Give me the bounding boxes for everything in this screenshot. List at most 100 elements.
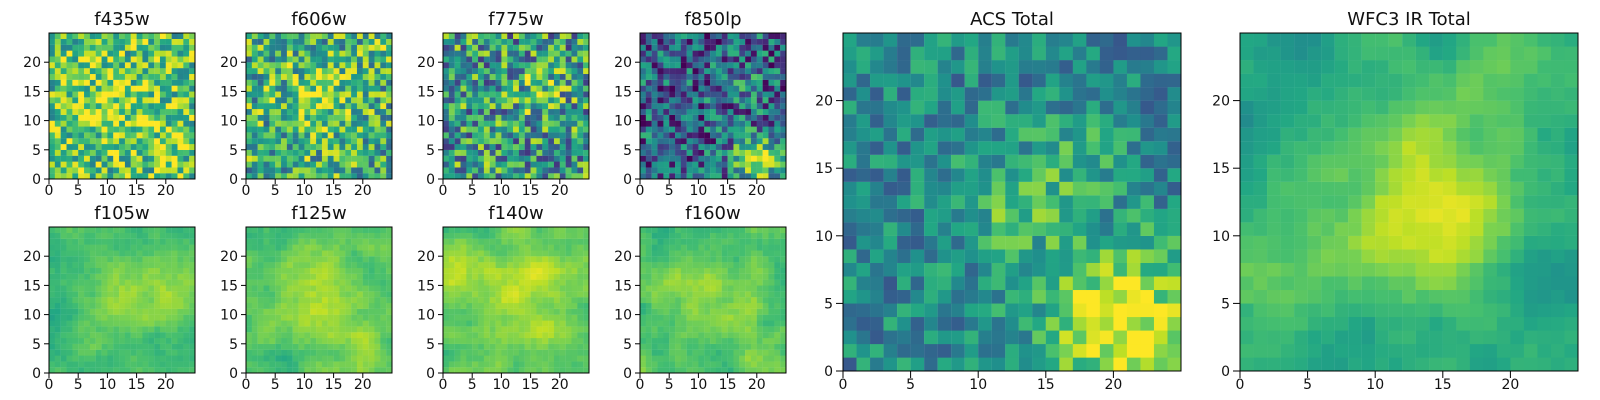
- heatmap-cell: [351, 291, 358, 298]
- heatmap-cell: [542, 120, 549, 127]
- heatmap-cell: [704, 97, 711, 104]
- heatmap-cell: [189, 114, 196, 121]
- heatmap-cell: [553, 314, 560, 321]
- heatmap-cell: [339, 97, 346, 104]
- heatmap-cell: [478, 97, 485, 104]
- heatmap-cell: [548, 267, 555, 274]
- heatmap-cell: [183, 232, 190, 239]
- heatmap-cell: [756, 314, 763, 321]
- heatmap-cell: [507, 320, 514, 327]
- heatmap-cell: [49, 73, 55, 80]
- heatmap-cell: [95, 267, 102, 274]
- heatmap-cell: [657, 114, 664, 121]
- heatmap-cell: [95, 238, 102, 245]
- heatmap-cell: [386, 355, 393, 362]
- heatmap-cell: [513, 332, 520, 339]
- heatmap-cell: [698, 33, 705, 39]
- heatmap-cell: [304, 103, 311, 110]
- heatmap-cell: [142, 155, 149, 162]
- heatmap-cell: [316, 355, 323, 362]
- heatmap-cell: [640, 143, 646, 150]
- heatmap-cell: [54, 297, 61, 304]
- heatmap-cell: [269, 361, 276, 368]
- heatmap-cell: [443, 108, 449, 115]
- heatmap-cell: [657, 138, 664, 145]
- heatmap-cell: [159, 273, 166, 280]
- heatmap-cell: [472, 143, 479, 150]
- heatmap-cell: [507, 161, 514, 168]
- heatmap-cell: [380, 91, 387, 98]
- heatmap-cell: [339, 320, 346, 327]
- heatmap-cell: [472, 320, 479, 327]
- heatmap-cell: [721, 161, 728, 168]
- heatmap-cell: [657, 126, 664, 133]
- heatmap-cell: [663, 279, 670, 286]
- heatmap-cell: [101, 50, 108, 57]
- heatmap-cell: [321, 91, 328, 98]
- heatmap-cell: [60, 79, 67, 86]
- heatmap-cell: [774, 273, 781, 280]
- heatmap-cell: [478, 132, 485, 139]
- heatmap-cell: [333, 44, 340, 51]
- heatmap-cell: [189, 79, 196, 86]
- heatmap-cell: [651, 56, 658, 63]
- heatmap-cell: [78, 155, 85, 162]
- heatmap-cell: [119, 337, 126, 344]
- heatmap-cell: [251, 349, 258, 356]
- heatmap-cell: [113, 97, 120, 104]
- heatmap-cell: [733, 155, 740, 162]
- heatmap-cell: [739, 143, 746, 150]
- heatmap-cell: [124, 244, 131, 251]
- heatmap-cell: [739, 38, 746, 45]
- heatmap-cell: [275, 143, 282, 150]
- heatmap-cell: [524, 138, 531, 145]
- heatmap-cell: [518, 62, 525, 69]
- heatmap-cell: [577, 232, 584, 239]
- heatmap-cell: [739, 161, 746, 168]
- heatmap-cell: [553, 302, 560, 309]
- heatmap-cell: [292, 320, 299, 327]
- heatmap-cell: [351, 126, 358, 133]
- heatmap-cell: [530, 267, 537, 274]
- heatmap-cell: [756, 108, 763, 115]
- heatmap-cell: [583, 161, 590, 168]
- heatmap-cell: [680, 33, 687, 39]
- heatmap-cell: [327, 73, 334, 80]
- heatmap-cell: [356, 56, 363, 63]
- heatmap-cell: [518, 50, 525, 57]
- heatmap-cell: [756, 326, 763, 333]
- heatmap-cell: [107, 97, 114, 104]
- heatmap-cell: [518, 267, 525, 274]
- heatmap-cell: [669, 326, 676, 333]
- heatmap-cell: [107, 68, 114, 75]
- heatmap-cell: [339, 173, 346, 180]
- heatmap-cell: [177, 308, 184, 315]
- heatmap-cell: [321, 138, 328, 145]
- heatmap-cell: [310, 120, 317, 127]
- heatmap-cell: [501, 108, 508, 115]
- heatmap-cell: [165, 297, 172, 304]
- heatmap-cell: [281, 267, 288, 274]
- heatmap-cell: [745, 126, 752, 133]
- heatmap-cell: [189, 44, 196, 51]
- heatmap-cell: [686, 267, 693, 274]
- heatmap-cell: [101, 367, 108, 374]
- heatmap-cell: [362, 227, 369, 233]
- heatmap-cell: [536, 256, 543, 263]
- heatmap-cell: [54, 91, 61, 98]
- heatmap-cell: [84, 320, 91, 327]
- heatmap-cell: [483, 332, 490, 339]
- heatmap-cell: [333, 155, 340, 162]
- heatmap-cell: [142, 256, 149, 263]
- heatmap-cell: [78, 103, 85, 110]
- heatmap-cell: [269, 79, 276, 86]
- heatmap-cell: [72, 250, 79, 257]
- heatmap-cell: [251, 85, 258, 92]
- heatmap-cell: [89, 285, 96, 292]
- heatmap-cell: [275, 227, 282, 233]
- heatmap-cell: [107, 126, 114, 133]
- heatmap-cell: [113, 120, 120, 127]
- heatmap-cell: [286, 355, 293, 362]
- heatmap-cell: [142, 279, 149, 286]
- heatmap-cell: [316, 297, 323, 304]
